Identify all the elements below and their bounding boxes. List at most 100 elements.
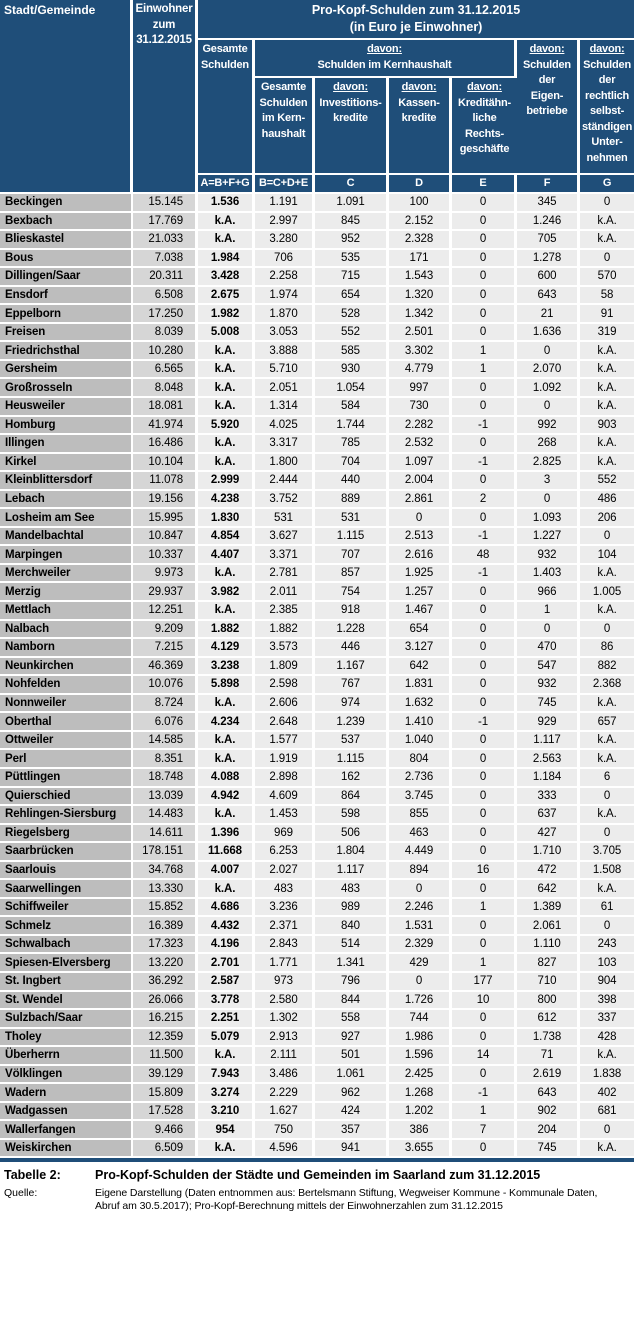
table-row: Kleinblittersdorf 11.078 2.999 2.444 440 2.00… — [0, 472, 634, 491]
value-cell-d-cash: 642 — [389, 657, 452, 677]
value-cell-e-loanlike: 0 — [452, 676, 517, 695]
value-cell-a-total: k.A. — [198, 342, 255, 361]
value-cell-g-companies: 58 — [580, 286, 634, 306]
value-cell-g-companies: k.A. — [580, 806, 634, 825]
value-cell-a-total: k.A. — [198, 398, 255, 417]
population-cell: 7.215 — [133, 639, 198, 658]
value-cell-e-loanlike: 0 — [452, 750, 517, 769]
value-cell-a-total: 4.432 — [198, 917, 255, 936]
table-row: Oberthal 6.076 4.234 2.648 1.239 1.410 -1 929 65… — [0, 713, 634, 732]
value-cell-g-companies: 402 — [580, 1084, 634, 1103]
value-cell-b-core-total: 1.627 — [255, 1102, 315, 1122]
header-core-total: Gesamte Schulden im Kern- haushalt — [255, 78, 315, 175]
value-cell-b-core-total: 3.317 — [255, 435, 315, 454]
formula-f: F — [517, 175, 580, 194]
municipality-name-cell: Nonnweiler — [0, 694, 133, 714]
value-cell-b-core-total: 1.870 — [255, 305, 315, 324]
value-cell-e-loanlike: 0 — [452, 620, 517, 640]
value-cell-d-cash: 2.328 — [389, 231, 452, 250]
value-cell-d-cash: 997 — [389, 379, 452, 399]
value-cell-a-total: k.A. — [198, 564, 255, 584]
value-cell-b-core-total: 2.051 — [255, 379, 315, 399]
municipality-name-cell: St. Wendel — [0, 991, 133, 1011]
value-cell-e-loanlike: 0 — [452, 379, 517, 399]
value-cell-f-eigenbetriebe: 710 — [517, 972, 580, 992]
municipality-name-cell: Losheim am See — [0, 509, 133, 528]
table-row: Saarlouis 34.768 4.007 2.027 1.117 894 16 472 1.… — [0, 861, 634, 881]
value-cell-f-eigenbetriebe: 637 — [517, 806, 580, 825]
municipality-name-cell: Freisen — [0, 323, 133, 343]
value-cell-b-core-total: 3.627 — [255, 527, 315, 547]
value-cell-a-total: 3.778 — [198, 991, 255, 1011]
value-cell-f-eigenbetriebe: 268 — [517, 435, 580, 454]
value-cell-a-total: 4.407 — [198, 546, 255, 565]
value-cell-b-core-total: 2.580 — [255, 991, 315, 1011]
value-cell-e-loanlike: 2 — [452, 490, 517, 510]
value-cell-e-loanlike: 0 — [452, 583, 517, 603]
value-cell-d-cash: 2.861 — [389, 490, 452, 510]
value-cell-f-eigenbetriebe: 1.389 — [517, 898, 580, 918]
value-cell-e-loanlike: 1 — [452, 342, 517, 361]
value-cell-b-core-total: 2.598 — [255, 676, 315, 695]
value-cell-e-loanlike: 0 — [452, 398, 517, 417]
value-cell-c-investment: 598 — [315, 806, 389, 825]
table-header: Stadt/Gemeinde Einwohner zum 31.12.2015 … — [0, 0, 634, 194]
table-row: Kirkel 10.104 k.A. 1.800 704 1.097 -1 2.825 k.A. — [0, 453, 634, 473]
core-budget-label: Schulden im Kernhaushalt — [317, 58, 452, 71]
value-cell-a-total: 4.196 — [198, 935, 255, 955]
header-main-title: Pro-Kopf-Schulden zum 31.12.2015 (in Eur… — [198, 0, 634, 40]
value-cell-f-eigenbetriebe: 1.227 — [517, 527, 580, 547]
value-cell-g-companies: 681 — [580, 1102, 634, 1122]
table-row: Weiskirchen 6.509 k.A. 4.596 941 3.655 0 745 k.A… — [0, 1139, 634, 1159]
value-cell-e-loanlike: 0 — [452, 639, 517, 658]
population-cell: 6.076 — [133, 713, 198, 732]
municipality-name-cell: Neunkirchen — [0, 657, 133, 677]
table-row: Wadgassen 17.528 3.210 1.627 424 1.202 1 902 681 — [0, 1102, 634, 1122]
value-cell-b-core-total: 3.053 — [255, 323, 315, 343]
value-cell-g-companies: 657 — [580, 713, 634, 732]
value-cell-d-cash: 1.831 — [389, 676, 452, 695]
population-cell: 26.066 — [133, 991, 198, 1011]
value-cell-b-core-total: 2.648 — [255, 713, 315, 732]
value-cell-d-cash: 1.596 — [389, 1047, 452, 1066]
value-cell-a-total: 2.587 — [198, 972, 255, 992]
value-cell-a-total: 1.984 — [198, 249, 255, 269]
value-cell-d-cash: 1.202 — [389, 1102, 452, 1122]
table-row: Namborn 7.215 4.129 3.573 446 3.127 0 470 86 — [0, 639, 634, 658]
value-cell-f-eigenbetriebe: 800 — [517, 991, 580, 1011]
header-independent-companies: davon: Schulden der rechtlich selbst- st… — [580, 40, 634, 175]
population-cell: 11.078 — [133, 472, 198, 491]
value-cell-d-cash: 386 — [389, 1121, 452, 1140]
value-cell-e-loanlike: 0 — [452, 602, 517, 621]
value-cell-e-loanlike: -1 — [452, 453, 517, 473]
value-cell-e-loanlike: 0 — [452, 657, 517, 677]
value-cell-a-total: k.A. — [198, 435, 255, 454]
value-cell-c-investment: 785 — [315, 435, 389, 454]
value-cell-c-investment: 962 — [315, 1084, 389, 1103]
value-cell-f-eigenbetriebe: 2.619 — [517, 1065, 580, 1085]
value-cell-f-eigenbetriebe: 345 — [517, 194, 580, 213]
population-cell: 14.483 — [133, 806, 198, 825]
municipality-name-cell: Sulzbach/Saar — [0, 1010, 133, 1029]
value-cell-e-loanlike: 0 — [452, 806, 517, 825]
municipality-name-cell: Mettlach — [0, 602, 133, 621]
value-cell-g-companies: 337 — [580, 1010, 634, 1029]
value-cell-g-companies: 570 — [580, 268, 634, 287]
value-cell-c-investment: 357 — [315, 1121, 389, 1140]
population-cell: 17.769 — [133, 212, 198, 232]
value-cell-e-loanlike: 14 — [452, 1047, 517, 1066]
caption-source-row: Quelle: Eigene Darstellung (Daten entnom… — [4, 1187, 630, 1212]
table-row: St. Wendel 26.066 3.778 2.580 844 1.726 10 800 3… — [0, 991, 634, 1011]
value-cell-d-cash: 100 — [389, 194, 452, 213]
population-cell: 12.251 — [133, 602, 198, 621]
value-cell-b-core-total: 750 — [255, 1121, 315, 1140]
value-cell-g-companies: 319 — [580, 323, 634, 343]
municipality-name-cell: Nohfelden — [0, 676, 133, 695]
value-cell-a-total: 5.898 — [198, 676, 255, 695]
value-cell-c-investment: 1.744 — [315, 416, 389, 436]
value-cell-c-investment: 767 — [315, 676, 389, 695]
value-cell-d-cash: 3.655 — [389, 1139, 452, 1159]
value-cell-f-eigenbetriebe: 1.246 — [517, 212, 580, 232]
value-cell-d-cash: 2.282 — [389, 416, 452, 436]
value-cell-a-total: 2.999 — [198, 472, 255, 491]
